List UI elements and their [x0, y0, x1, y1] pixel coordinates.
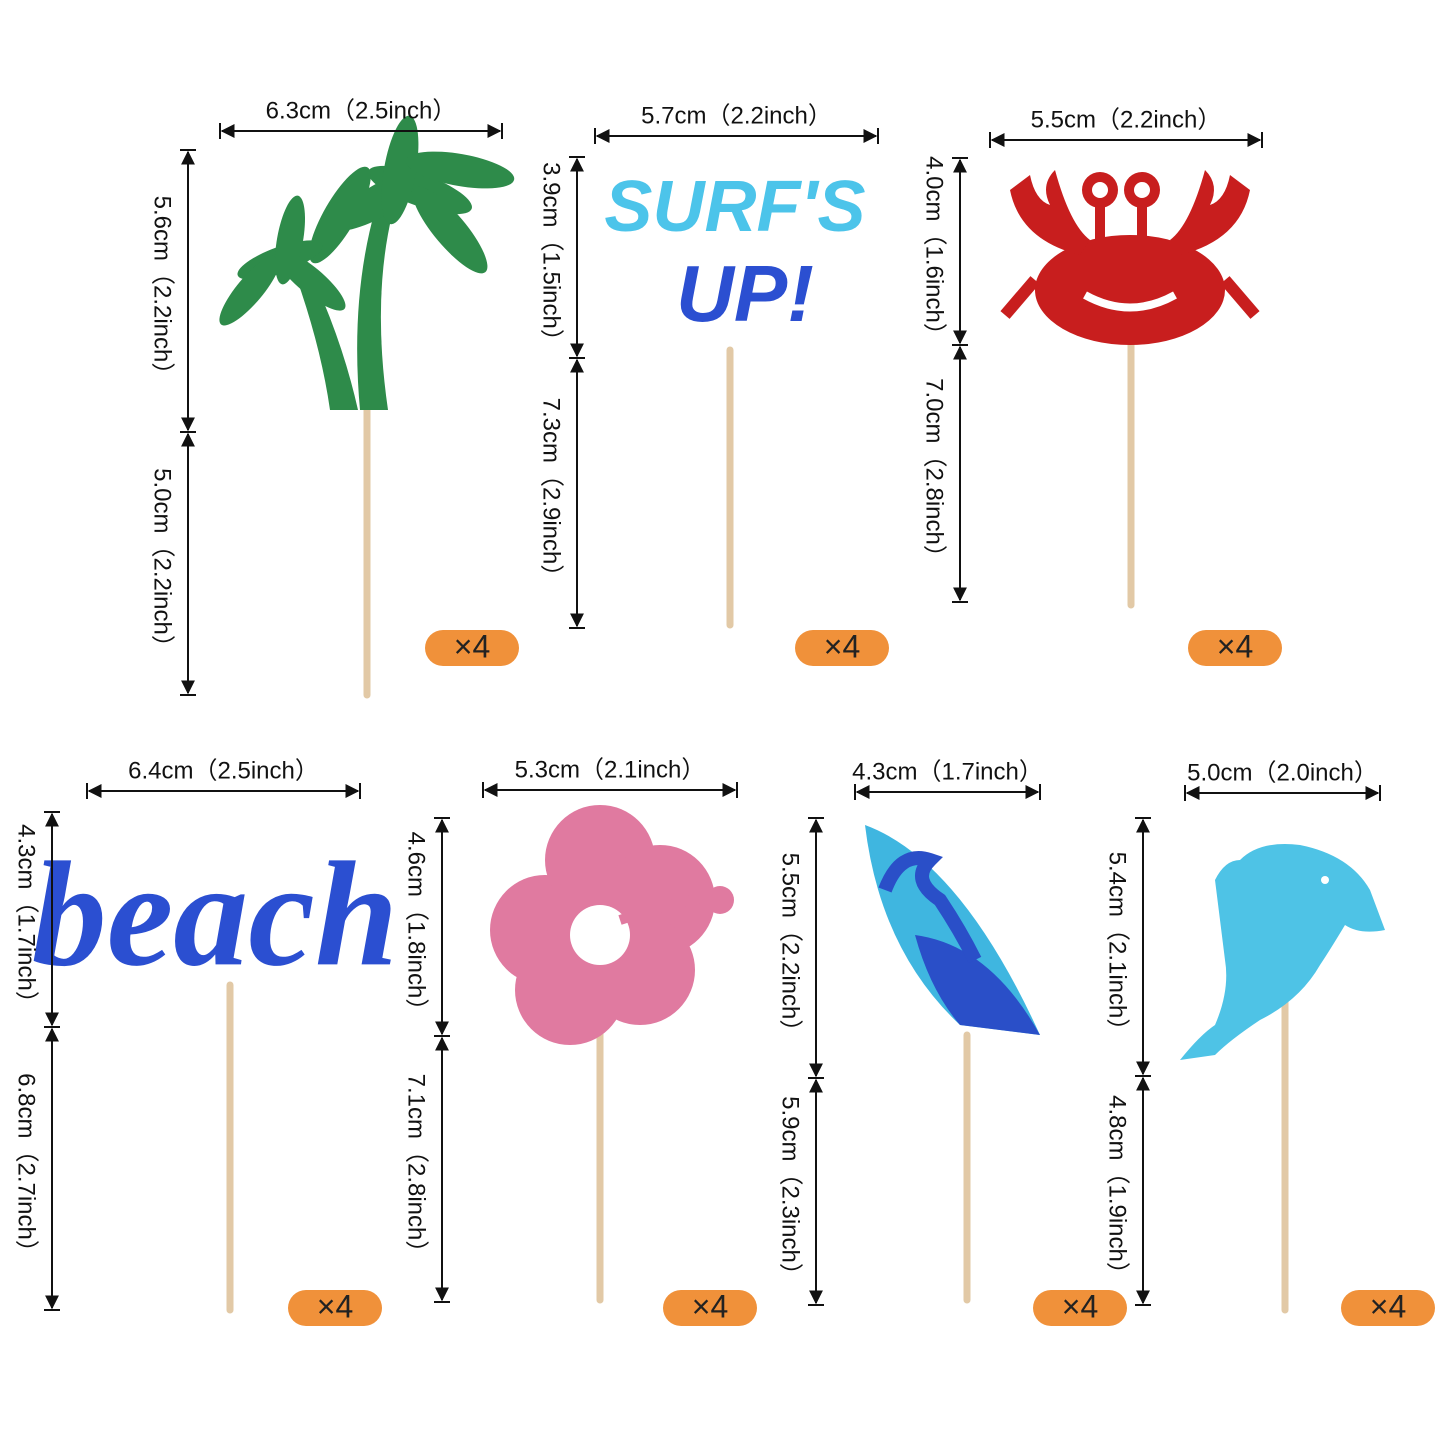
dim-label: 5.9cm（2.3inch）: [777, 1096, 804, 1287]
dim-label: 6.4cm（2.5inch）: [128, 757, 319, 784]
dolphin: [1180, 844, 1385, 1060]
dim-label: 4.0cm（1.6inch）: [921, 156, 948, 347]
quantity: ×4: [1062, 1288, 1098, 1324]
dim-label: 4.3cm（1.7inch）: [852, 758, 1043, 785]
crab-legs: [1220, 276, 1260, 319]
crab-eye: [1092, 182, 1108, 198]
quantity: ×4: [1217, 628, 1253, 664]
dim-label: 5.6cm（2.2inch）: [149, 196, 176, 387]
dim-label: 7.0cm（2.8inch）: [921, 378, 948, 569]
dim-label: 7.1cm（2.8inch）: [403, 1074, 430, 1265]
quantity-badge: [663, 1290, 757, 1326]
quantity: ×4: [692, 1288, 728, 1324]
frond: [275, 195, 305, 285]
quantity: ×4: [454, 628, 490, 664]
crab-claw: [1170, 170, 1250, 255]
surfboard-half: [915, 935, 1040, 1035]
dim-label: 5.5cm（2.2inch）: [777, 853, 804, 1044]
frond: [381, 115, 419, 225]
topper-text: SURF'S: [604, 167, 865, 247]
dim-label: 4.3cm（1.7inch）: [13, 824, 40, 1015]
quantity-badge: [795, 630, 889, 666]
flower-center: [570, 905, 630, 965]
wave: [878, 851, 982, 964]
frond: [405, 151, 515, 189]
topper: [1000, 170, 1260, 609]
topper: beach: [32, 831, 399, 1314]
dim-label: 5.0cm（2.0inch）: [1187, 759, 1378, 786]
dim-label: 5.4cm（2.1inch）: [1104, 852, 1131, 1043]
topper: [490, 805, 734, 1304]
dim-label: 6.8cm（2.7inch）: [13, 1073, 40, 1264]
crab-claw: [1010, 170, 1090, 255]
eye-stalk: [1095, 205, 1105, 240]
crab-body: [1035, 235, 1225, 345]
topper: [865, 825, 1040, 1304]
quantity: ×4: [824, 628, 860, 664]
topper: [1180, 844, 1385, 1314]
frond: [219, 254, 281, 326]
frond: [412, 186, 488, 274]
topper: SURF'SUP!: [604, 167, 866, 629]
quantity-badge: [425, 630, 519, 666]
stamen-tip: [706, 886, 734, 914]
quantity-badge: [1341, 1290, 1435, 1326]
crab-smile: [1083, 291, 1177, 312]
quantity: ×4: [1370, 1288, 1406, 1324]
topper-text: UP!: [676, 249, 814, 338]
quantity-badge: [288, 1290, 382, 1326]
dim-label: 5.7cm（2.2inch）: [641, 102, 832, 129]
topper: [219, 115, 515, 699]
frond: [309, 166, 371, 264]
crab-legs: [1000, 276, 1040, 319]
dim-label: 7.3cm（2.9inch）: [538, 398, 565, 589]
trunk: [357, 210, 392, 410]
dim-label: 5.5cm（2.2inch）: [1031, 106, 1222, 133]
dim-label: 3.9cm（1.5inch）: [538, 162, 565, 353]
quantity: ×4: [317, 1288, 353, 1324]
crab-eye: [1134, 182, 1150, 198]
dim-label: 5.0cm（2.2inch）: [149, 468, 176, 659]
quantity-badge: [1188, 630, 1282, 666]
dim-label: 4.8cm（1.9inch）: [1104, 1095, 1131, 1286]
dolphin-eye: [1321, 876, 1329, 884]
dim-label: 5.3cm（2.1inch）: [515, 756, 706, 783]
dim-label: 6.3cm（2.5inch）: [266, 97, 457, 124]
topper-text: beach: [32, 831, 399, 997]
quantity-badge: [1033, 1290, 1127, 1326]
eye-stalk: [1137, 205, 1147, 240]
dim-label: 4.6cm（1.8inch）: [403, 832, 430, 1023]
